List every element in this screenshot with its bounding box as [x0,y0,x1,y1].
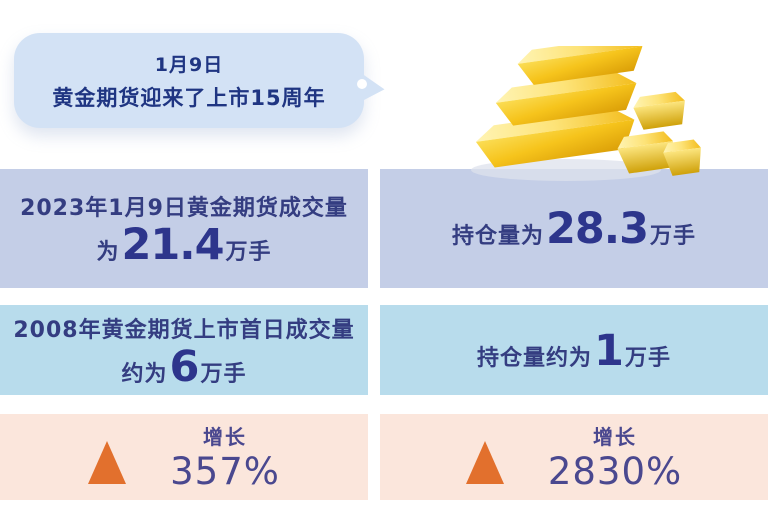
growth-volume-text: 增长 357% [170,421,280,493]
volume-2023-caption: 2023年1月9日黄金期货成交量 [20,196,348,221]
growth-position-text: 增长 2830% [548,421,682,493]
growth-volume-label: 增长 [203,425,247,450]
growth-position-label: 增长 [592,425,637,450]
volume-2023-value-line: 为 21.4 万手 [96,224,271,267]
volume-2023-prefix: 为 [96,240,120,265]
growth-position-value: 2830% [547,450,683,494]
page-title: 黄金期货迎来了上市15周年 [52,85,326,110]
position-2023-unit: 万手 [650,224,697,249]
volume-2008-unit: 万手 [200,361,247,387]
up-triangle-icon [88,440,127,484]
growth-volume-value: 357% [170,450,280,494]
position-2008-unit: 万手 [624,345,671,371]
position-2023-value: 28.3 [545,204,649,254]
volume-2008-value-line: 约为 6 万手 [121,341,247,392]
title-date: 1月9日 [154,53,224,76]
gold-bars-icon [466,36,706,186]
growth-box-volume: 增长 357% [0,414,368,500]
volume-2008-caption: 2008年黄金期货上市首日成交量 [13,317,355,343]
position-2008-value: 1 [594,325,624,376]
volume-2008-value: 6 [169,341,200,392]
bubble-tail-dot [357,79,367,89]
position-2023-prefix: 持仓量为 [451,224,544,249]
stat-box-volume-2023: 2023年1月9日黄金期货成交量 为 21.4 万手 [0,169,368,288]
volume-2023-value: 21.4 [121,220,224,270]
position-2008-prefix: 持仓量约为 [477,345,593,371]
position-2008-value-line: 持仓量约为 1 万手 [477,325,671,376]
stat-box-position-2023: 持仓量为 28.3 万手 [380,169,768,288]
position-2023-value-line: 持仓量为 28.3 万手 [452,208,696,251]
volume-2008-prefix: 约为 [121,361,168,387]
stat-box-position-2008: 持仓量约为 1 万手 [380,305,768,395]
volume-2023-unit: 万手 [225,240,272,265]
stat-box-volume-2008: 2008年黄金期货上市首日成交量 约为 6 万手 [0,305,368,395]
title-bubble: 1月9日 黄金期货迎来了上市15周年 [14,33,387,128]
up-triangle-icon [465,440,504,484]
growth-box-position: 增长 2830% [380,414,768,500]
